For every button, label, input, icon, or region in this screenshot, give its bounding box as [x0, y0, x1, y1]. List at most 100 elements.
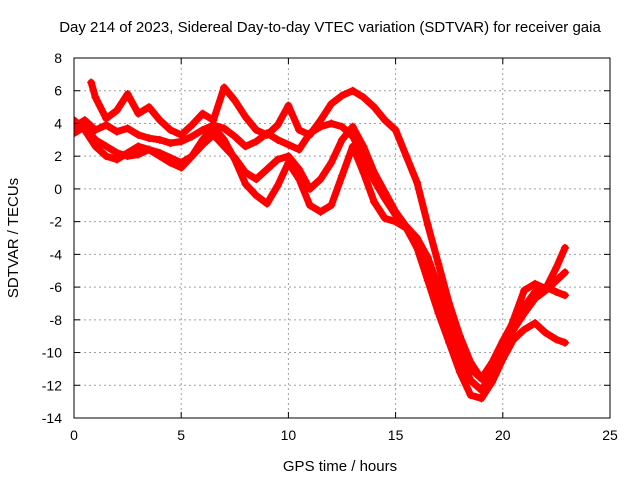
- y-tick-label: -2: [50, 214, 63, 230]
- data-point-marker: [91, 142, 100, 151]
- data-point-marker: [530, 319, 539, 328]
- data-point-marker: [530, 279, 539, 288]
- data-point-marker: [284, 140, 293, 149]
- data-point-marker: [391, 126, 400, 134]
- data-point-marker: [187, 121, 196, 130]
- data-point-marker: [560, 268, 569, 277]
- data-point-marker: [359, 142, 368, 151]
- data-point-marker: [134, 109, 143, 118]
- x-tick-label: 15: [388, 427, 404, 443]
- data-point-marker: [123, 90, 132, 98]
- data-point-marker: [338, 122, 346, 131]
- series-line: [87, 79, 569, 383]
- data-point-marker: [466, 391, 475, 400]
- data-point-marker: [134, 150, 143, 159]
- data-series: [74, 78, 569, 403]
- data-point-marker: [262, 165, 271, 174]
- data-point-marker: [123, 148, 132, 157]
- data-point-marker: [273, 155, 282, 164]
- data-point-marker: [370, 198, 379, 206]
- data-point-marker: [198, 126, 207, 134]
- data-point-marker: [327, 158, 336, 167]
- data-point-marker: [220, 83, 229, 92]
- data-point-marker: [220, 124, 229, 133]
- data-point-marker: [316, 207, 325, 216]
- data-point-marker: [112, 106, 121, 115]
- data-point-marker: [262, 130, 271, 139]
- data-point-marker: [413, 243, 422, 252]
- data-point-marker: [520, 309, 529, 318]
- y-tick-label: 0: [54, 181, 62, 197]
- data-point-marker: [145, 145, 154, 154]
- data-point-marker: [455, 368, 464, 377]
- data-point-marker: [209, 116, 218, 125]
- data-point-marker: [134, 142, 143, 151]
- data-point-marker: [413, 178, 422, 187]
- data-point-marker: [241, 142, 250, 151]
- y-tick-label: -10: [42, 345, 62, 361]
- data-point-marker: [198, 109, 207, 118]
- data-point-marker: [327, 99, 336, 108]
- data-point-marker: [74, 129, 78, 138]
- y-tick-label: 6: [54, 83, 62, 99]
- data-point-marker: [445, 299, 454, 308]
- data-point-marker: [241, 180, 250, 188]
- data-point-marker: [560, 291, 569, 300]
- data-point-marker: [466, 376, 475, 385]
- data-point-marker: [74, 116, 78, 125]
- y-tick-label: -12: [42, 377, 62, 393]
- data-point-marker: [230, 96, 239, 105]
- plot-frame: [73, 57, 611, 419]
- data-point-marker: [155, 116, 164, 125]
- x-axis-label: GPS time / hours: [283, 458, 397, 475]
- data-point-marker: [327, 119, 336, 128]
- data-point-marker: [112, 127, 121, 136]
- data-point-marker: [380, 116, 389, 125]
- data-point-marker: [166, 139, 175, 148]
- data-point-marker: [295, 126, 304, 134]
- y-tick-label: -14: [42, 410, 62, 426]
- data-point-marker: [102, 114, 111, 123]
- data-point-marker: [316, 116, 325, 125]
- data-point-marker: [488, 364, 497, 373]
- data-point-marker: [305, 201, 314, 210]
- data-point-marker: [520, 286, 529, 295]
- data-point-marker: [423, 220, 432, 229]
- data-point-marker: [445, 338, 454, 347]
- data-point-marker: [123, 124, 132, 133]
- data-point-marker: [348, 122, 357, 131]
- data-point-marker: [380, 188, 389, 197]
- data-point-marker: [434, 309, 443, 318]
- data-point-marker: [102, 142, 111, 151]
- data-point-marker: [402, 224, 411, 233]
- series-line: [74, 123, 569, 394]
- data-point-marker: [338, 171, 346, 180]
- data-point-marker: [380, 214, 389, 223]
- data-point-marker: [252, 137, 261, 146]
- y-tick-label: 4: [54, 115, 62, 131]
- data-point-marker: [327, 201, 336, 210]
- data-point-marker: [87, 78, 96, 87]
- data-point-marker: [177, 130, 186, 139]
- data-point-marker: [560, 243, 569, 252]
- data-point-marker: [112, 155, 121, 164]
- data-point-marker: [187, 152, 196, 161]
- data-point-marker: [541, 328, 550, 337]
- data-point-marker: [477, 374, 486, 383]
- data-point-marker: [295, 145, 304, 154]
- y-tick-label: -6: [50, 279, 63, 295]
- y-tick-label: -4: [50, 246, 63, 262]
- data-point-marker: [177, 163, 186, 172]
- data-point-marker: [466, 358, 475, 367]
- data-point-marker: [155, 152, 164, 161]
- data-point-marker: [273, 121, 282, 130]
- data-point-marker: [423, 276, 432, 285]
- data-point-marker: [370, 103, 379, 112]
- data-point-marker: [262, 199, 271, 208]
- y-tick-label: -8: [50, 312, 63, 328]
- data-point-marker: [530, 294, 539, 303]
- chart-title: Day 214 of 2023, Sidereal Day-to-day VTE…: [59, 19, 601, 36]
- data-point-marker: [155, 135, 164, 144]
- data-point-marker: [477, 394, 486, 403]
